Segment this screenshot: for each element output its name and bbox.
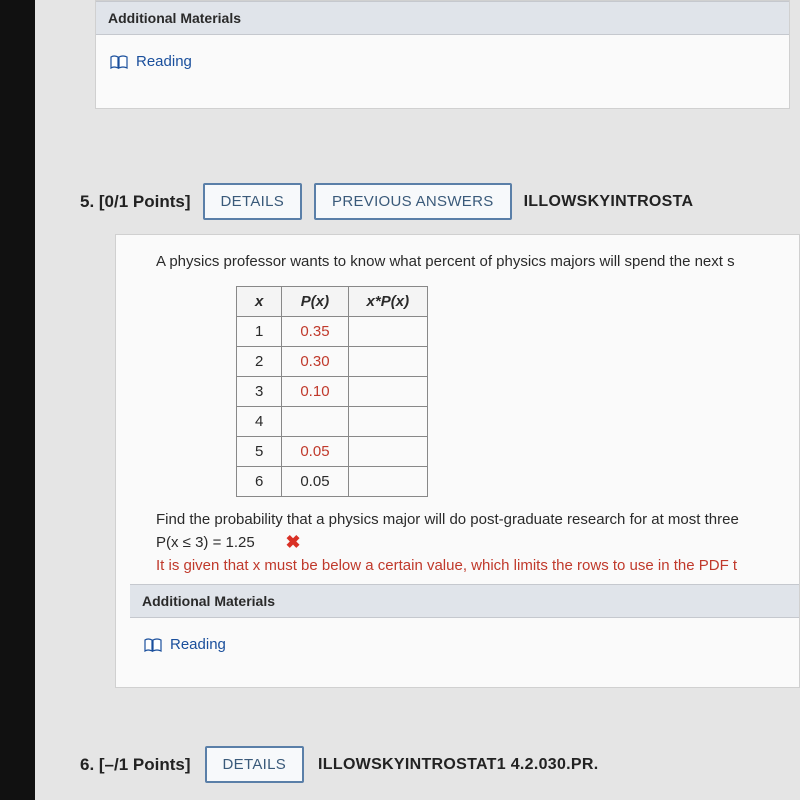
book-icon [144,638,162,652]
q5-instruction: Find the probability that a physics majo… [156,511,799,528]
q5-card: A physics professor wants to know what p… [115,234,800,688]
materials-header: Additional Materials [96,1,789,35]
details-button[interactable]: DETAILS [203,183,303,220]
cell-x: 6 [237,467,282,497]
table-row: 5 0.05 [237,437,428,467]
reading-row: Reading [130,618,799,671]
feedback-text: It is given that x must be below a certa… [156,557,799,574]
cell-p: 0.35 [282,317,348,347]
materials-header: Additional Materials [130,584,799,618]
cell-x: 4 [237,407,282,437]
q6-header: 6. [–/1 Points] DETAILS ILLOWSKYINTROSTA… [35,732,800,783]
incorrect-icon: ✖ [286,532,301,553]
cell-x: 5 [237,437,282,467]
table-row: 6 0.05 [237,467,428,497]
cell-xp [348,317,428,347]
reading-link[interactable]: Reading [136,53,192,70]
previous-answers-button[interactable]: PREVIOUS ANSWERS [314,183,512,220]
answer-row: P(x ≤ 3) = 1.25 ✖ [156,532,799,553]
table-row: 4 [237,407,428,437]
table-header-row: x P(x) x*P(x) [237,287,428,317]
answer-prefix: P(x ≤ 3) = 1.25 [156,534,276,551]
q5-number-points: 5. [0/1 Points] [80,192,191,212]
q5-prompt: A physics professor wants to know what p… [156,253,799,270]
cell-p [282,407,348,437]
answer-value: 1.25 [226,534,276,551]
cell-xp [348,377,428,407]
cell-xp [348,407,428,437]
details-button[interactable]: DETAILS [205,746,305,783]
prev-question-card: Additional Materials Reading [95,0,790,109]
table-row: 2 0.30 [237,347,428,377]
col-xpx: x*P(x) [348,287,428,317]
cell-xp [348,347,428,377]
probability-table: x P(x) x*P(x) 1 0.35 2 0.30 3 0.10 [236,286,428,497]
cell-p: 0.30 [282,347,348,377]
cell-xp [348,467,428,497]
cell-p: 0.05 [282,467,348,497]
cell-p: 0.05 [282,437,348,467]
window-edge [0,0,35,800]
cell-xp [348,437,428,467]
q6-source: ILLOWSKYINTROSTAT1 4.2.030.PR. [318,756,598,774]
q5-source: ILLOWSKYINTROSTA [524,193,694,211]
col-px: P(x) [282,287,348,317]
col-x: x [237,287,282,317]
cell-x: 1 [237,317,282,347]
q6-number-points: 6. [–/1 Points] [80,755,191,775]
cell-x: 3 [237,377,282,407]
q5-body: A physics professor wants to know what p… [116,235,799,687]
page-content: Additional Materials Reading 5. [0/1 Poi… [35,0,800,783]
cell-p: 0.10 [282,377,348,407]
q5-header: 5. [0/1 Points] DETAILS PREVIOUS ANSWERS… [35,169,800,234]
reading-link[interactable]: Reading [170,636,226,653]
reading-row: Reading [96,35,789,88]
book-icon [110,55,128,69]
table-row: 1 0.35 [237,317,428,347]
cell-x: 2 [237,347,282,377]
table-row: 3 0.10 [237,377,428,407]
